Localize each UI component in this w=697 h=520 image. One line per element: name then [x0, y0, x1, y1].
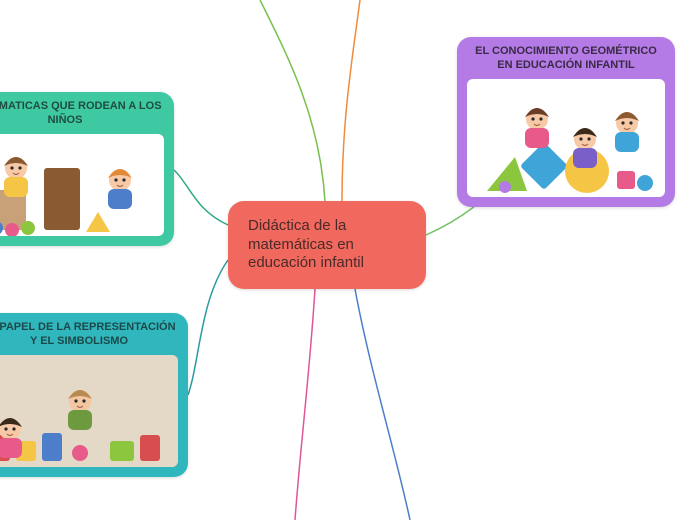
central-node[interactable]: Didáctica de la matemáticas en educación… — [228, 201, 426, 289]
connector — [355, 289, 410, 520]
branch-node-label: MATEMATICAS QUE RODEAN A LOS NIÑOS — [0, 100, 164, 128]
connector — [260, 0, 325, 201]
connector — [174, 170, 228, 225]
branch-node-image — [467, 79, 665, 197]
branch-node-rodean[interactable]: MATEMATICAS QUE RODEAN A LOS NIÑOS — [0, 92, 174, 246]
connector — [342, 0, 360, 201]
connector — [295, 289, 315, 520]
branch-node-label: EL PAPEL DE LA REPRESENTACIÓN Y EL SIMBO… — [0, 321, 178, 349]
branch-node-image — [0, 355, 178, 467]
branch-node-geom[interactable]: EL CONOCIMIENTO GEOMÉTRICO EN EDUCACIÓN … — [457, 37, 675, 207]
node-illustration — [0, 134, 164, 236]
node-illustration — [0, 355, 178, 467]
node-illustration — [467, 79, 665, 197]
central-node-label: Didáctica de la matemáticas en educación… — [248, 217, 364, 273]
branch-node-repr[interactable]: EL PAPEL DE LA REPRESENTACIÓN Y EL SIMBO… — [0, 313, 188, 477]
branch-node-label: EL CONOCIMIENTO GEOMÉTRICO EN EDUCACIÓN … — [467, 45, 665, 73]
connector — [188, 260, 228, 395]
branch-node-image — [0, 134, 164, 236]
